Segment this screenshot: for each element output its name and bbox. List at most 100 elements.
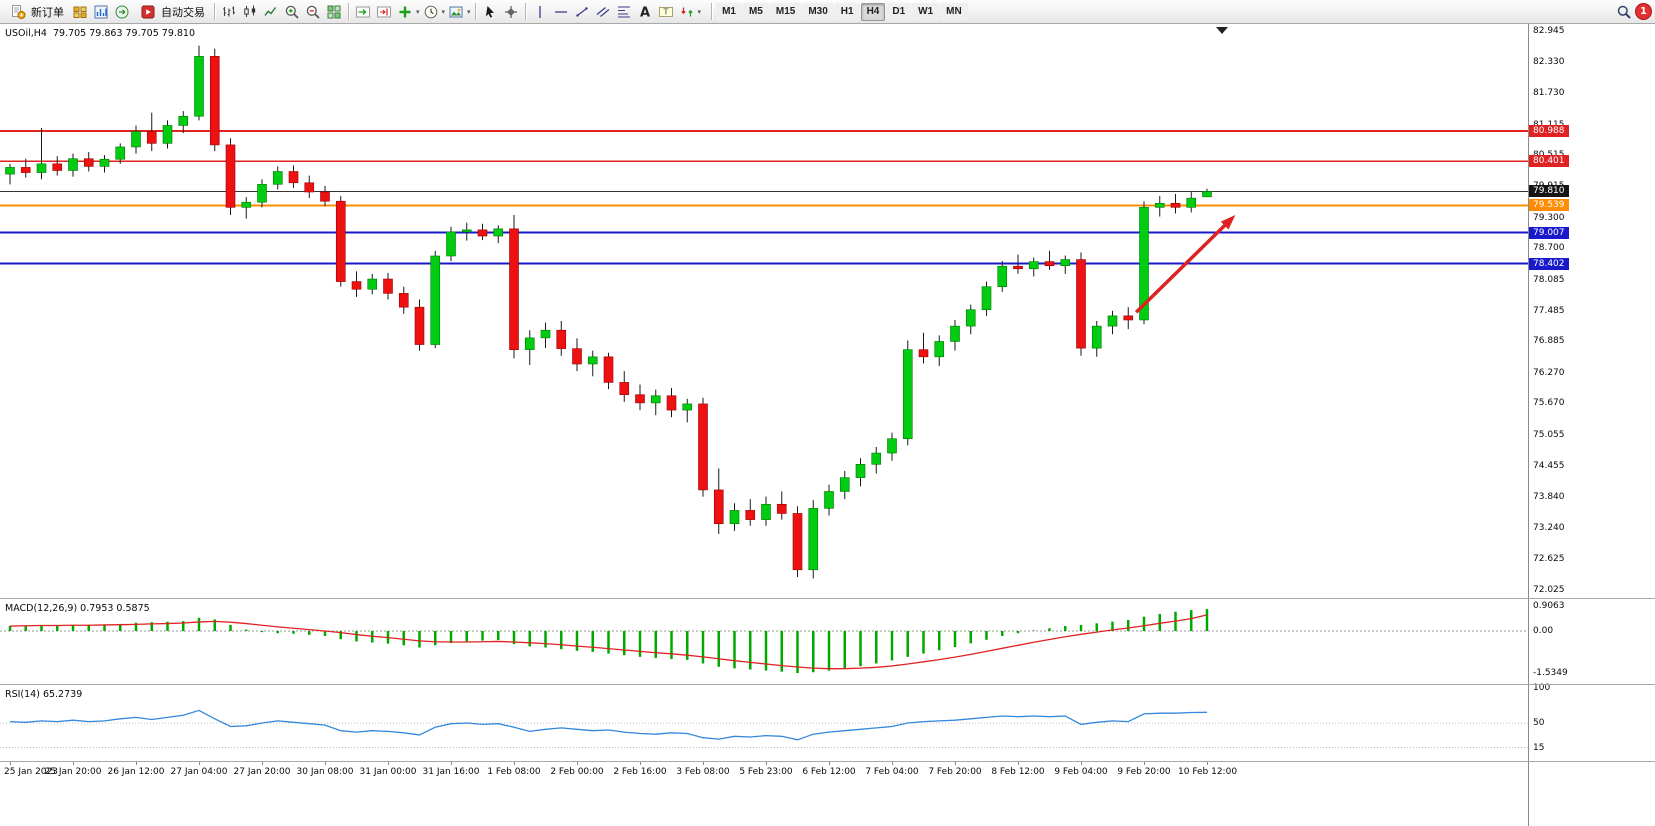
chart-shift-marker[interactable] xyxy=(1216,27,1228,34)
candle xyxy=(839,470,850,500)
price-scale[interactable]: 82.94582.33081.73081.11580.51579.91579.3… xyxy=(1528,24,1655,826)
candlestick-chart-button[interactable] xyxy=(240,2,260,22)
candle xyxy=(398,286,409,314)
candle xyxy=(918,332,929,364)
time-axis-label: 9 Feb 20:00 xyxy=(1117,767,1171,777)
time-axis-tick xyxy=(199,762,200,765)
arrows-button[interactable] xyxy=(677,2,697,22)
timeframe-button-M30[interactable]: M30 xyxy=(802,2,834,21)
bar-chart-button[interactable] xyxy=(219,2,239,22)
notification-badge[interactable]: 1 xyxy=(1635,3,1652,20)
time-axis-label: 25 Jan 2023 xyxy=(4,767,58,777)
candle xyxy=(20,158,31,178)
pane-divider[interactable] xyxy=(0,598,1655,599)
timeframe-button-H1[interactable]: H1 xyxy=(834,2,860,21)
rsi-pane[interactable] xyxy=(0,685,1528,761)
price-chart[interactable] xyxy=(0,24,1528,598)
pane-divider[interactable] xyxy=(0,761,1655,762)
trendline-button[interactable] xyxy=(572,2,592,22)
cursor-button[interactable] xyxy=(480,2,500,22)
chevron-down-icon[interactable]: ▾ xyxy=(416,7,420,16)
auto-trading-button[interactable]: 自动交易 xyxy=(133,2,210,22)
templates-button[interactable] xyxy=(446,2,466,22)
time-axis-label: 27 Jan 20:00 xyxy=(233,767,291,777)
crosshair-button[interactable] xyxy=(501,2,521,22)
timeframe-button-D1[interactable]: D1 xyxy=(886,2,912,21)
timeframe-button-W1[interactable]: W1 xyxy=(912,2,940,21)
candle xyxy=(36,128,47,180)
profile-button[interactable] xyxy=(70,2,90,22)
time-axis-label: 7 Feb 04:00 xyxy=(865,767,919,777)
equidistant-channel-button[interactable] xyxy=(593,2,613,22)
timeframe-button-MN[interactable]: MN xyxy=(940,2,968,21)
price-axis-label: 75.670 xyxy=(1533,398,1565,409)
price-axis-label: 72.625 xyxy=(1533,554,1565,565)
chart-shift-button[interactable] xyxy=(374,2,394,22)
candle xyxy=(320,185,330,207)
time-axis-tick xyxy=(703,762,704,765)
candle xyxy=(194,45,204,121)
svg-text:T: T xyxy=(662,7,668,16)
timeframe-button-M15[interactable]: M15 xyxy=(769,2,802,21)
candle xyxy=(5,163,15,185)
text-button[interactable]: A xyxy=(635,2,655,22)
candle xyxy=(887,432,897,461)
time-axis-label: 31 Jan 00:00 xyxy=(359,767,417,777)
price-tag: 80.401 xyxy=(1529,155,1569,168)
new-order-button[interactable]: 新订单 xyxy=(3,2,69,22)
indicators-button[interactable] xyxy=(395,2,415,22)
chevron-down-icon[interactable]: ▾ xyxy=(697,7,702,16)
candle xyxy=(493,225,504,244)
periods-button[interactable] xyxy=(421,2,441,22)
candle xyxy=(241,197,252,219)
time-axis-label: 27 Jan 04:00 xyxy=(170,767,228,777)
time-axis[interactable]: 25 Jan 2023 25 Jan 20:00 26 Jan 12:00 27 Ja… xyxy=(0,762,1528,826)
time-axis-label: 6 Feb 12:00 xyxy=(802,767,856,777)
trend-arrow[interactable] xyxy=(1134,220,1230,314)
candle xyxy=(540,322,551,349)
autotrade-icon xyxy=(138,2,158,22)
candle xyxy=(257,179,267,208)
price-axis-label: 78.085 xyxy=(1533,274,1565,285)
timeframe-button-M1[interactable]: M1 xyxy=(716,2,742,21)
time-axis-label: 1 Feb 08:00 xyxy=(487,767,541,777)
candle xyxy=(934,335,945,367)
price-tag: 79.539 xyxy=(1529,199,1569,212)
time-axis-tick xyxy=(1081,762,1082,765)
vertical-line-button[interactable] xyxy=(530,2,550,22)
search-icon[interactable] xyxy=(1614,2,1634,22)
chevron-down-icon[interactable]: ▾ xyxy=(467,7,471,16)
candle xyxy=(414,299,425,351)
navigator-button[interactable] xyxy=(112,2,132,22)
time-axis-tick xyxy=(829,762,830,765)
auto-scroll-button[interactable] xyxy=(353,2,373,22)
horizontal-line-button[interactable] xyxy=(551,2,571,22)
chevron-down-icon[interactable]: ▾ xyxy=(441,7,446,16)
price-tag: 78.402 xyxy=(1529,257,1569,270)
candle xyxy=(272,166,283,190)
candle xyxy=(304,175,315,199)
candle xyxy=(603,352,614,390)
fibonacci-button[interactable] xyxy=(614,2,634,22)
tile-windows-button[interactable] xyxy=(324,2,344,22)
timeframe-button-H4[interactable]: H4 xyxy=(860,2,886,21)
candle xyxy=(1013,254,1023,274)
timeframe-button-M5[interactable]: M5 xyxy=(742,2,769,21)
candle xyxy=(115,143,126,164)
macd-pane[interactable] xyxy=(0,599,1528,684)
candle xyxy=(713,468,724,534)
zoom-in-button[interactable] xyxy=(282,2,302,22)
time-axis-tick xyxy=(73,762,74,765)
price-axis-label: 73.240 xyxy=(1533,522,1565,533)
rsi-label: RSI(14) 65.2739 xyxy=(5,689,83,700)
text-label-button[interactable]: T xyxy=(656,2,676,22)
pane-divider[interactable] xyxy=(0,684,1655,685)
auto-trading-label: 自动交易 xyxy=(161,6,205,19)
price-axis-label: 82.945 xyxy=(1533,26,1565,36)
candle xyxy=(619,371,630,402)
price-axis-label: 73.840 xyxy=(1533,492,1565,503)
market-watch-button[interactable] xyxy=(91,2,111,22)
line-chart-button[interactable] xyxy=(261,2,281,22)
zoom-out-button[interactable] xyxy=(303,2,323,22)
rsi-scale-label: 100 xyxy=(1533,683,1551,693)
